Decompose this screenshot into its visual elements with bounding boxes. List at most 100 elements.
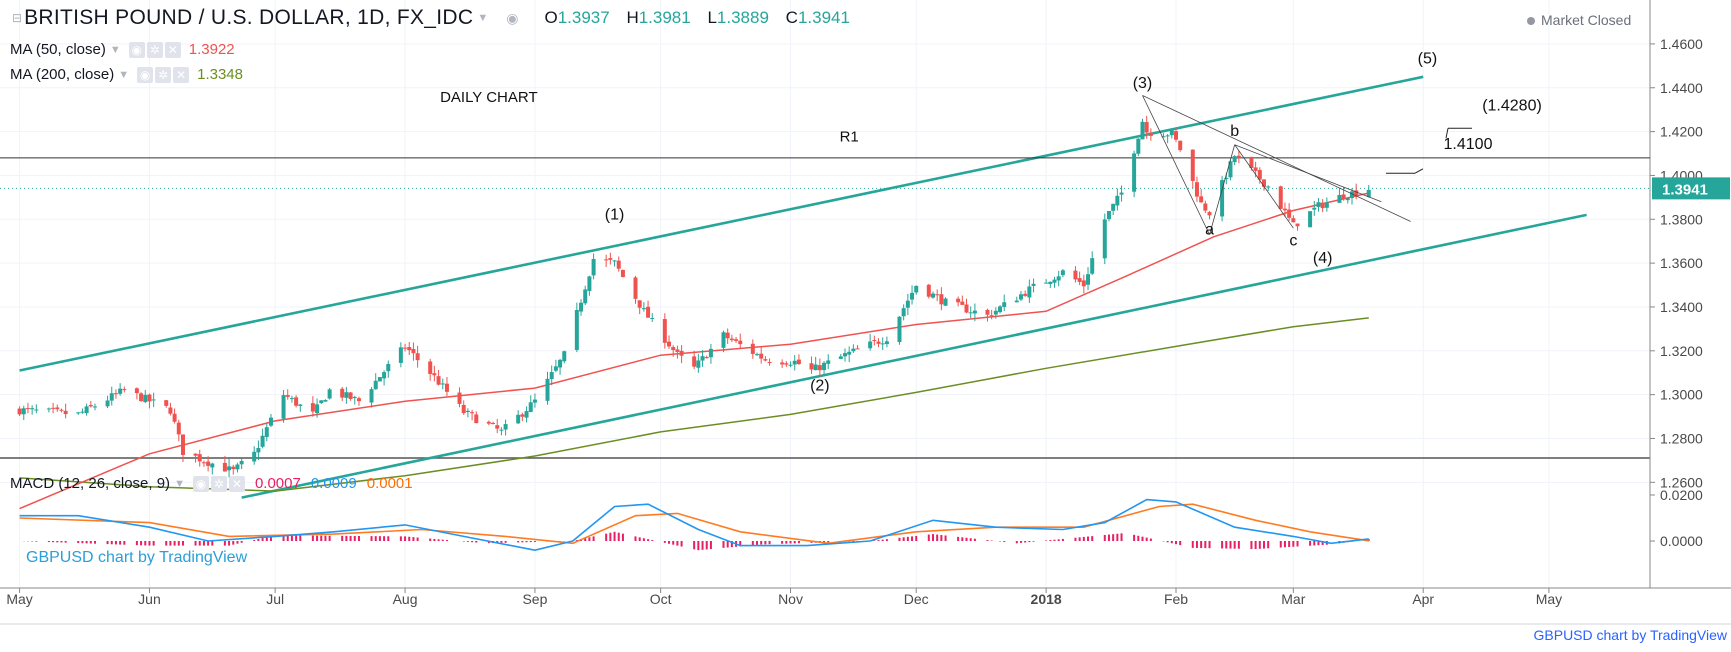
macd-tick-label: 0.0200 [1660, 487, 1703, 503]
candle-body [84, 406, 89, 414]
wave-label: c [1289, 233, 1297, 250]
chevron-down-icon[interactable]: ▼ [174, 477, 185, 490]
trendline [1234, 144, 1294, 229]
candle-body [939, 294, 944, 305]
price-tick-label: 1.3800 [1660, 211, 1703, 227]
candle-body [1324, 202, 1329, 208]
candle-body [1174, 131, 1179, 140]
candle-body [620, 269, 625, 277]
gear-icon[interactable]: ✲ [146, 41, 163, 58]
candle-body [1077, 278, 1082, 282]
candle-body [1106, 211, 1111, 220]
candle-body [1194, 182, 1199, 197]
gear-icon[interactable]: ✲ [210, 475, 227, 492]
candle-body [340, 388, 345, 398]
gear-icon[interactable]: ✲ [155, 66, 172, 83]
candle-body [17, 408, 22, 415]
candle-body [914, 285, 919, 293]
candle-body [239, 460, 244, 465]
chevron-down-icon[interactable]: ▼ [477, 12, 489, 24]
channel-lower-line [241, 213, 1587, 499]
collapse-icon[interactable]: ⊟ [12, 11, 23, 25]
candle-body [1253, 167, 1258, 171]
chevron-down-icon[interactable]: ▼ [109, 43, 121, 56]
candle-body [1148, 132, 1153, 136]
candle-body [491, 422, 496, 424]
candle-body [1308, 211, 1313, 228]
date-tick-label: 2018 [1031, 591, 1062, 607]
candle-body [34, 409, 39, 411]
candle-body [289, 398, 294, 400]
candle-body [1115, 195, 1120, 206]
candle-body [843, 353, 847, 357]
candle-body [461, 404, 466, 414]
candle-body [327, 389, 332, 399]
candle-body [650, 317, 655, 319]
candle-body [930, 293, 935, 298]
candle-body [1052, 279, 1057, 283]
price-tick-label: 1.4600 [1660, 36, 1703, 52]
candle-body [1031, 283, 1036, 286]
candle-body [738, 340, 743, 345]
candle-body [1014, 300, 1019, 303]
candle-body [553, 366, 558, 371]
eye-icon[interactable]: ◉ [506, 9, 519, 26]
candle-body [403, 347, 408, 349]
eye-icon[interactable]: ◉ [192, 475, 209, 492]
candle-body [763, 359, 768, 361]
date-tick-label: Apr [1412, 591, 1434, 607]
date-axis: May Jun Jul Aug Sep Oct Nov Dec 2018 Feb Mar Apr May [6, 588, 1562, 607]
close-icon[interactable]: ✕ [173, 66, 190, 83]
candle-body [193, 453, 198, 456]
macd-label: MACD (12, 26, close, 9) [10, 475, 171, 492]
trendline [1142, 95, 1210, 235]
candle-body [1190, 149, 1195, 181]
candle-body [998, 306, 1003, 313]
candle-body [692, 356, 697, 367]
candle-body [646, 306, 651, 318]
market-status-text: Market Closed [1541, 12, 1632, 28]
date-tick-label: Nov [778, 591, 803, 607]
candle-body [143, 394, 148, 403]
candle-body [80, 411, 85, 413]
status-dot-icon [1527, 17, 1535, 26]
candle-body [1002, 302, 1007, 307]
candle-body [1086, 274, 1091, 285]
candle-body [784, 363, 789, 365]
candle-body [122, 389, 127, 391]
ma200-line [19, 317, 1369, 492]
candle-body [767, 362, 772, 364]
ma200-legend: MA (200, close) ▼ ◉ ✲ ✕ 1.3348 [10, 66, 243, 83]
candle-body [428, 361, 433, 374]
ma200-value: 1.3348 [197, 66, 243, 83]
target-levels: 1.4100 (1.4280) [1386, 97, 1542, 174]
candle-body [1320, 202, 1325, 209]
candle-body [377, 377, 382, 382]
candle-body [382, 372, 387, 379]
eye-icon[interactable]: ◉ [137, 66, 154, 83]
candle-body [993, 310, 998, 315]
footer-attribution[interactable]: GBPUSD chart by TradingView [1533, 627, 1728, 643]
candle-body [1090, 258, 1095, 274]
chevron-down-icon[interactable]: ▼ [118, 68, 130, 81]
date-tick-label: Oct [650, 591, 672, 607]
trendline [1234, 144, 1382, 203]
candle-body [1056, 276, 1061, 281]
candle-body [562, 351, 567, 362]
candle-body [759, 353, 764, 359]
date-tick-label: Jul [266, 591, 284, 607]
candle-body [943, 298, 948, 306]
date-tick-label: Dec [904, 591, 929, 607]
candle-body [545, 378, 550, 401]
ma50-legend: MA (50, close) ▼ ◉ ✲ ✕ 1.3922 [10, 41, 235, 58]
candle-body [612, 260, 617, 262]
symbol-title: BRITISH POUND / U.S. DOLLAR, 1D, FX_IDC [24, 6, 474, 29]
candle-body [1354, 190, 1359, 196]
eye-icon[interactable]: ◉ [128, 41, 145, 58]
candle-body [734, 339, 739, 341]
candle-body [587, 276, 592, 291]
close-icon[interactable]: ✕ [228, 475, 245, 492]
close-icon[interactable]: ✕ [164, 41, 181, 58]
macd-line [19, 498, 1369, 552]
